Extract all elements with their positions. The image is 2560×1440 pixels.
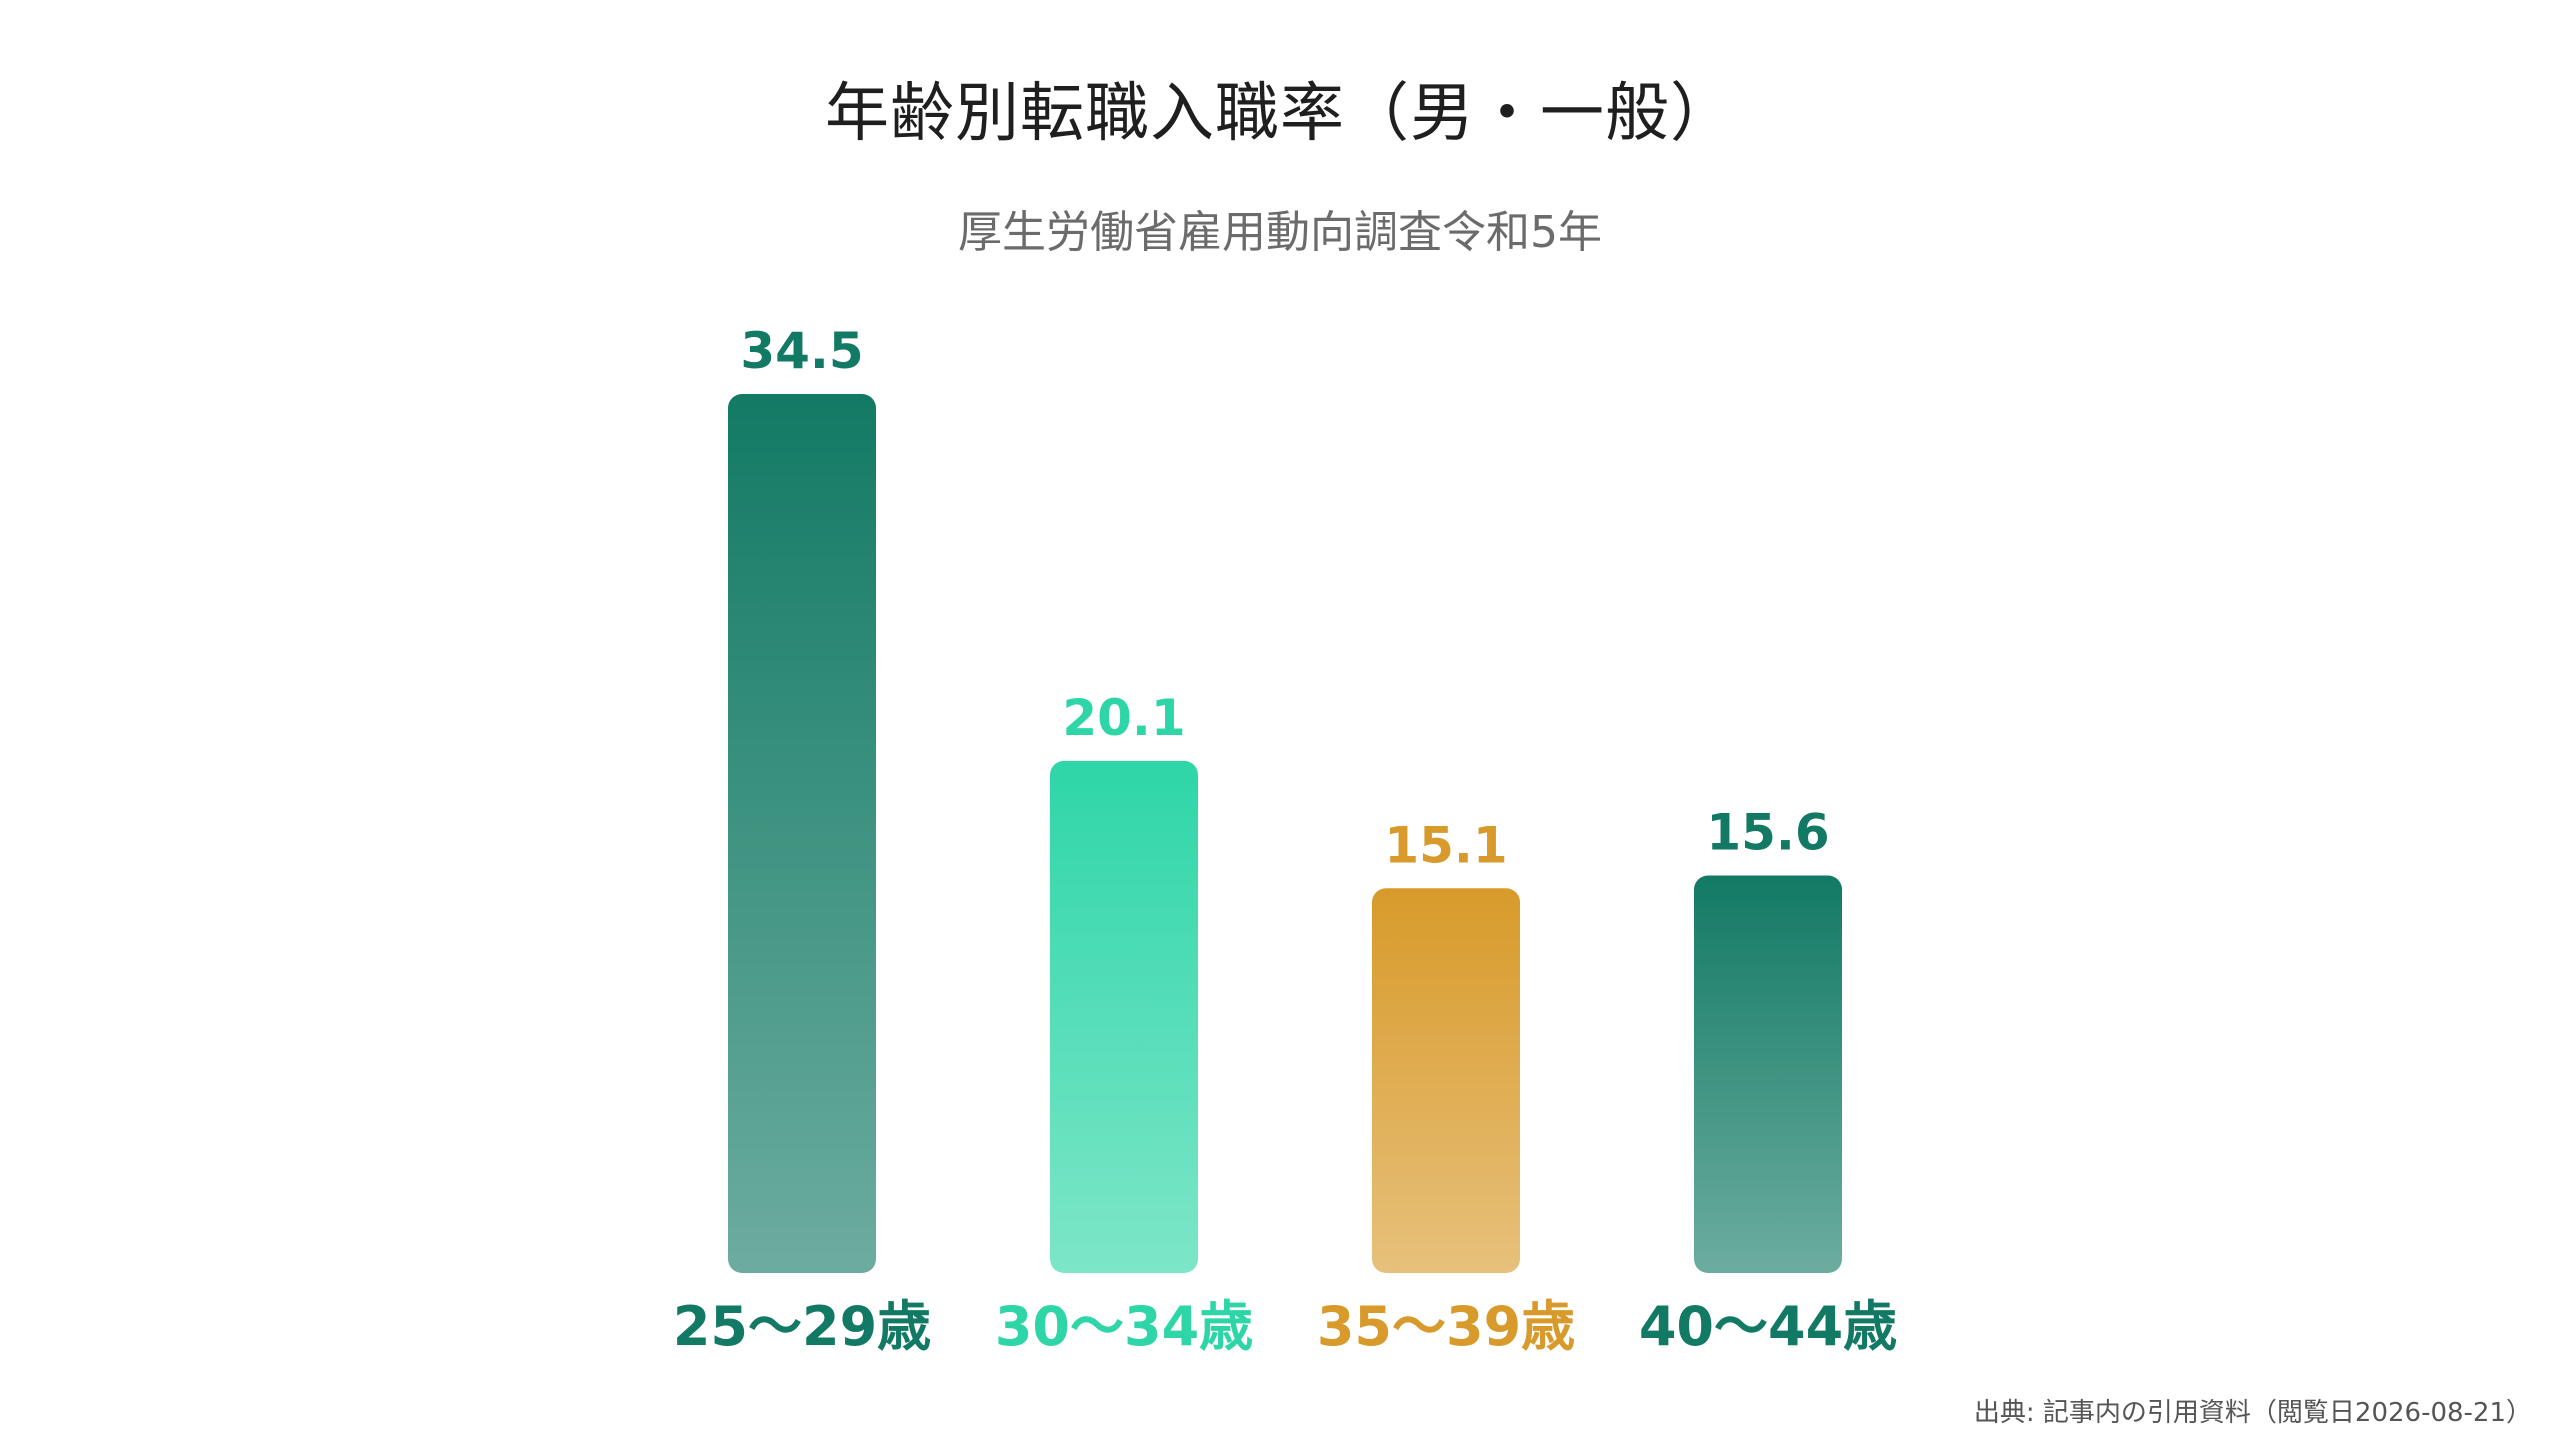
value-label-1: 34.5 xyxy=(740,322,863,380)
value-labels-layer: 34.5 20.1 15.1 15.6 xyxy=(740,322,1829,874)
bar-2 xyxy=(1050,760,1198,1273)
bar-1 xyxy=(728,394,876,1273)
category-label-2: 30〜34歳 xyxy=(995,1295,1253,1358)
value-label-2: 20.1 xyxy=(1062,689,1185,747)
category-labels-layer: 25〜29歳 30〜34歳 35〜39歳 40〜44歳 xyxy=(673,1295,1897,1358)
chart-title: 年齢別転職入職率（男・一般） xyxy=(825,77,1735,151)
value-label-3: 15.1 xyxy=(1384,816,1507,874)
category-label-1: 25〜29歳 xyxy=(673,1295,931,1358)
category-label-3: 35〜39歳 xyxy=(1317,1295,1575,1358)
category-label-4: 40〜44歳 xyxy=(1639,1295,1897,1358)
chart-subtitle: 厚生労働省雇用動向調査令和5年 xyxy=(958,207,1602,258)
source-note: 出典: 記事内の引用資料（閲覧日2026-08-21） xyxy=(1973,1398,2532,1428)
bar-4 xyxy=(1694,875,1842,1273)
bars-layer xyxy=(728,394,1842,1273)
value-label-4: 15.6 xyxy=(1706,804,1829,862)
bar-3 xyxy=(1372,888,1520,1273)
